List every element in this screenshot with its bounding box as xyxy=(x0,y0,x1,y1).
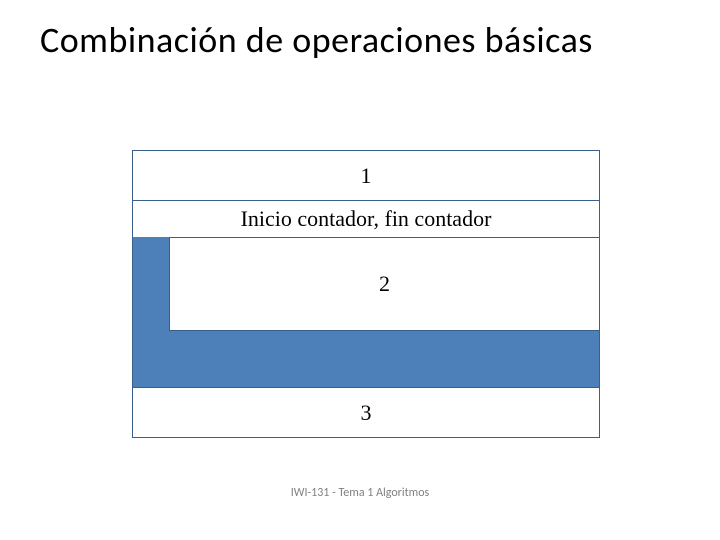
slide-footer: IWI-131 - Tema 1 Algoritmos xyxy=(0,486,720,500)
diagram-loop-body: 2 xyxy=(169,237,599,331)
diagram-bottom-row: 3 xyxy=(133,387,599,437)
diagram-outer-box: 1 Inicio contador, fin contador 2 3 xyxy=(132,150,600,438)
slide: Combinación de operaciones básicas 1 Ini… xyxy=(0,0,720,540)
diagram-top-row: 1 xyxy=(133,151,599,201)
ns-diagram: 1 Inicio contador, fin contador 2 3 xyxy=(132,150,602,440)
page-title: Combinación de operaciones básicas xyxy=(40,18,680,62)
diagram-loop-header: Inicio contador, fin contador xyxy=(133,201,599,237)
